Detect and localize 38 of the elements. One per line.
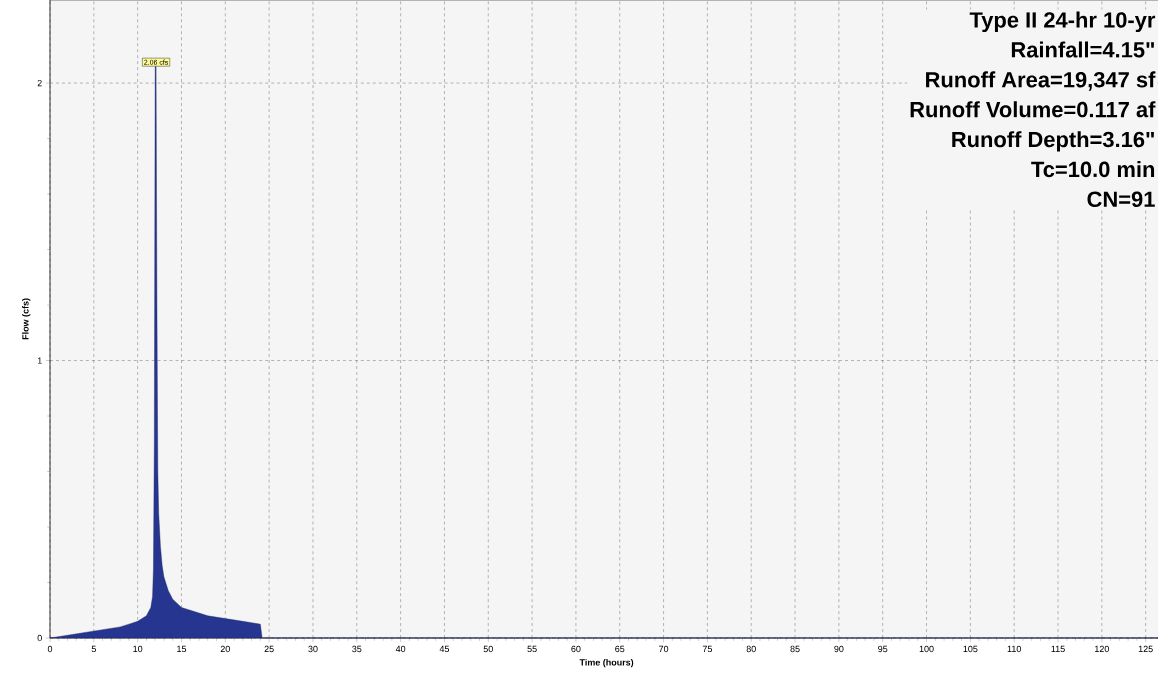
x-tick-label: 70 [659, 645, 669, 653]
x-tick-label: 65 [615, 645, 625, 653]
x-tick-label: 110 [1007, 645, 1021, 653]
x-tick-label: 0 [47, 645, 53, 653]
x-tick-label: 115 [1051, 645, 1065, 653]
x-tick-label: 50 [483, 645, 493, 653]
x-tick-label: 45 [439, 645, 450, 653]
x-tick-label: 40 [395, 645, 406, 653]
x-tick-label: 25 [264, 645, 274, 653]
x-tick-label: 35 [352, 645, 362, 653]
y-tick-label: 2 [37, 79, 42, 87]
x-tick-label: 80 [746, 645, 756, 653]
x-tick-label: 60 [571, 645, 581, 653]
annotation: Rainfall=4.15" [1011, 41, 1154, 58]
y-tick-label: 0 [37, 634, 42, 642]
annotation: CN=91 [1087, 191, 1155, 208]
y-tick-label: 1 [37, 357, 42, 364]
x-axis-title: Time (hours) [579, 658, 634, 668]
annotation: Runoff Area=19,347 sf [926, 71, 1156, 91]
annotation: Type II 24-hr 10-yr [969, 11, 1156, 33]
x-tick-label: 100 [919, 645, 934, 653]
x-tick-label: 105 [963, 645, 978, 653]
x-tick-label: 55 [527, 645, 537, 653]
x-tick-label: 95 [878, 645, 888, 653]
x-tick-label: 75 [702, 645, 713, 653]
x-tick-label: 10 [133, 645, 143, 653]
x-tick-label: 90 [834, 645, 844, 653]
x-tick-label: 5 [91, 645, 96, 653]
annotation: Runoff Depth=3.16" [952, 131, 1154, 152]
y-axis-title: Flow (cfs) [22, 298, 31, 340]
x-tick-label: 20 [220, 645, 230, 653]
annotation: Runoff Volume=0.117 af [910, 101, 1156, 118]
x-tick-label: 120 [1095, 645, 1109, 653]
x-tick-label: 30 [308, 645, 318, 653]
x-tick-label: 125 [1138, 645, 1153, 653]
x-tick-label: 15 [177, 645, 187, 653]
annotation: Tc=10.0 min [1031, 161, 1155, 178]
x-tick-label: 85 [790, 645, 800, 653]
